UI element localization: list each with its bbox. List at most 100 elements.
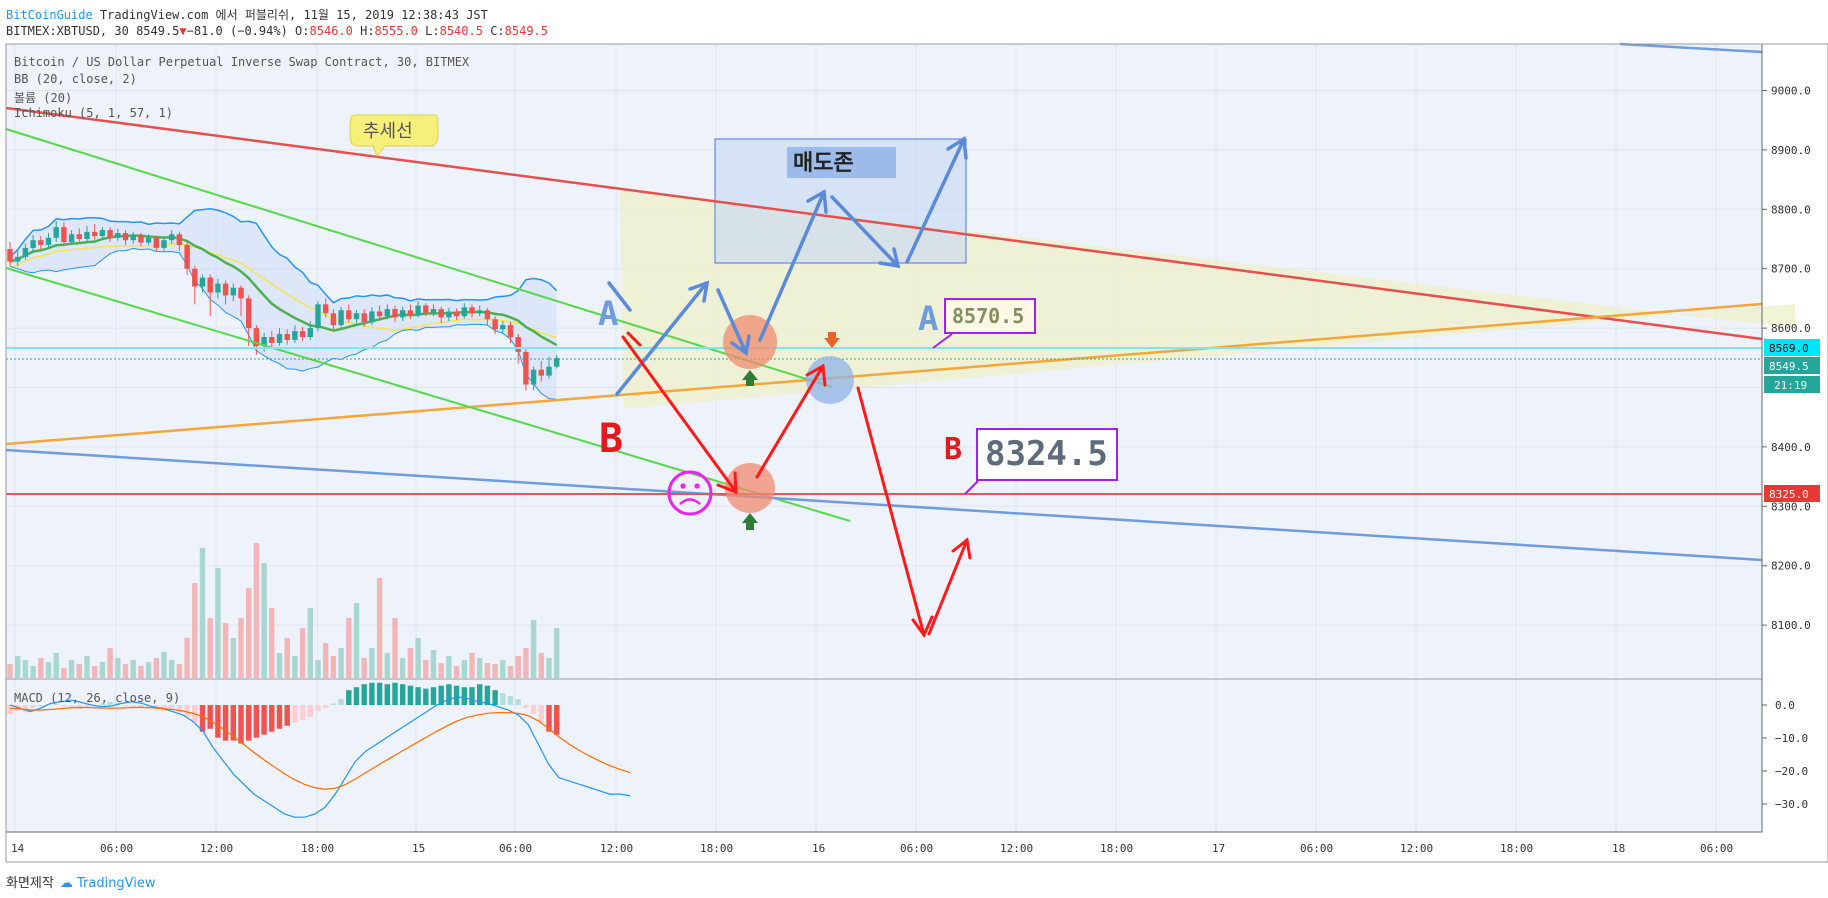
volume-bars: [7, 543, 560, 678]
volume-bar: [469, 653, 475, 678]
grid: [6, 44, 1762, 832]
ichimoku-legend[interactable]: Ichimoku (5, 1, 57, 1): [14, 106, 173, 120]
candle-body: [253, 328, 260, 346]
macd-histogram-bar: [138, 705, 144, 708]
time-axis[interactable]: 14 06:00 12:00 18:00 15 06:00 12:00 18:00 16 06:0…: [11, 842, 1733, 855]
candle-body: [176, 234, 183, 245]
candle-body: [430, 309, 437, 313]
macd-histogram-bar: [523, 705, 529, 708]
macd-histogram-bar: [122, 705, 129, 706]
macd-histogram-bar: [546, 705, 552, 732]
candle-body: [338, 310, 344, 326]
volume-bar: [392, 618, 398, 678]
bb-legend[interactable]: BB (20, close, 2): [14, 72, 137, 86]
channel-upper-line[interactable]: [5, 128, 833, 388]
macd-histogram-bar: [145, 705, 152, 709]
macd-histogram-bar: [61, 705, 67, 707]
price-tick-label: 8200.0: [1771, 560, 1811, 573]
price-label-pointer: [964, 480, 979, 495]
bullish-path-arrows: [607, 136, 968, 396]
resistance-trendline[interactable]: [5, 106, 1763, 341]
high-value: 8555.0: [374, 24, 418, 38]
scenario-a-letter: A: [598, 294, 618, 334]
author-link[interactable]: BitCoinGuide: [6, 8, 93, 22]
macd-histogram-bar: [30, 705, 36, 708]
candle-body: [276, 334, 283, 343]
volume-bar: [538, 653, 544, 678]
macd-histogram-bar: [554, 705, 560, 735]
price-tick-label: 8400.0: [1771, 441, 1811, 454]
macd-histogram-bar: [107, 702, 113, 705]
volume-bar: [76, 664, 82, 678]
candle-body: [484, 310, 491, 320]
volume-bar: [107, 648, 113, 678]
candle-body: [469, 307, 475, 314]
candle-body: [122, 233, 129, 241]
time-tick-label: 06:00: [1300, 842, 1333, 855]
volume-bar: [207, 618, 213, 678]
volume-bar: [477, 658, 483, 678]
top-blue-trendline[interactable]: [1619, 42, 1763, 54]
candle-body: [415, 305, 421, 316]
volume-bar: [523, 648, 529, 678]
candle-body: [530, 369, 537, 385]
volume-bar: [492, 664, 498, 678]
macd-histogram-bar: [461, 687, 467, 705]
sell-zone-label-bg: [787, 147, 896, 178]
long-blue-trendline[interactable]: [5, 448, 1763, 562]
volume-bar: [130, 660, 136, 678]
volume-bar: [554, 628, 560, 678]
volume-legend[interactable]: 볼륨 (20): [14, 91, 73, 105]
candle-body: [538, 369, 544, 376]
volume-bar: [222, 623, 229, 678]
volume-bar: [169, 660, 175, 678]
price-label-b[interactable]: [976, 428, 1118, 481]
up-arrow-icon: [742, 370, 758, 386]
candle-body: [400, 310, 406, 318]
macd-legend[interactable]: MACD (12, 26, close, 9): [14, 691, 181, 705]
support-trendline[interactable]: [5, 302, 1763, 446]
candle-body: [376, 311, 383, 317]
volume-bar: [261, 563, 267, 678]
cyan-price-badge: [1764, 339, 1820, 356]
macd-tick-label: −10.0: [1775, 732, 1808, 745]
volume-bar: [22, 660, 29, 678]
candlesticks: [7, 221, 560, 391]
price-label-a[interactable]: [944, 298, 1036, 334]
macd-histogram-bar: [169, 705, 175, 710]
volume-bar: [407, 648, 414, 678]
volume-bar: [415, 638, 421, 678]
candle-body: [453, 311, 460, 317]
pivot-circle-2: [725, 463, 775, 513]
volume-bar: [500, 660, 506, 678]
volume-bar: [338, 648, 344, 678]
price-tick-label: 8300.0: [1771, 500, 1811, 513]
volume-bar: [361, 658, 367, 678]
macd-histogram-bar: [184, 705, 190, 717]
candle-body: [84, 231, 90, 239]
candle-body: [261, 337, 267, 346]
candle-body: [145, 237, 152, 243]
macd-histogram-bar: [292, 705, 298, 723]
candle-body: [507, 325, 514, 338]
candle-body: [153, 237, 159, 248]
price-axis[interactable]: 9000.0 8900.0 8800.0 8700.0 8600.0 8400.0 8300…: [1762, 85, 1811, 633]
high-label: H:: [360, 24, 375, 38]
volume-bar: [115, 658, 121, 678]
channel-lower-line[interactable]: [5, 267, 851, 522]
macd-histogram-bar: [330, 703, 337, 705]
symbol-interval: BITMEX:XBTUSD, 30: [6, 24, 129, 38]
macd-histogram-bar: [338, 699, 344, 705]
volume-bar: [253, 543, 260, 678]
candle-body: [384, 309, 390, 317]
macd-histogram-bar: [199, 705, 206, 732]
macd-histogram-bar: [222, 705, 229, 741]
candle-body: [215, 283, 221, 293]
time-tick-label: 12:00: [600, 842, 633, 855]
bearish-path-arrows: [621, 331, 972, 638]
price-label-pointer: [932, 333, 953, 349]
candle-body: [515, 337, 521, 352]
macd-histogram-bar: [315, 705, 321, 711]
tradingview-logo-icon[interactable]: ☁ TradingView: [59, 876, 156, 891]
